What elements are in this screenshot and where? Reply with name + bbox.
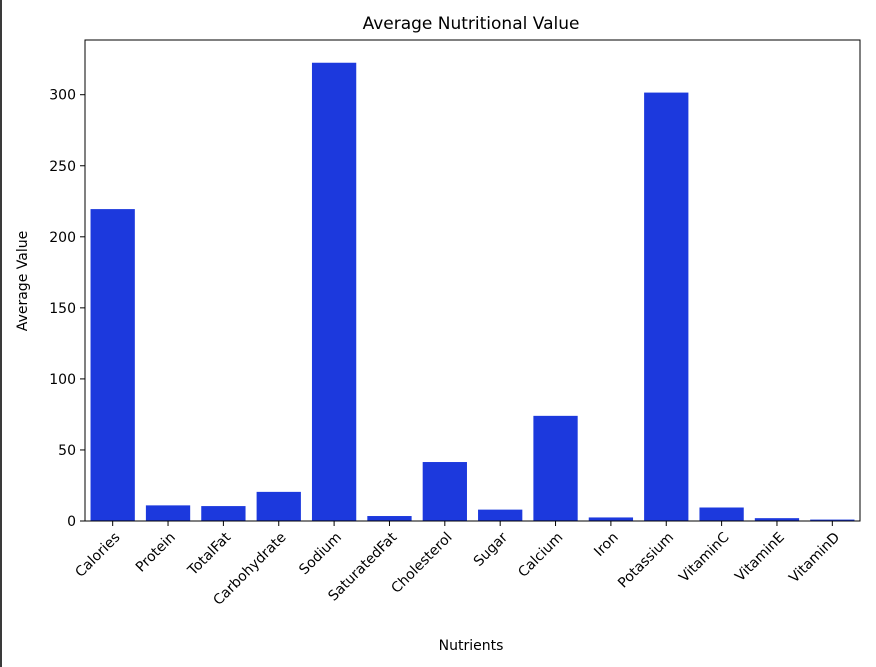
x-tick-label-vitamind: VitaminD [786,530,843,587]
chart-title: Average Nutritional Value [363,14,580,34]
bar-carbohydrate [256,491,301,521]
bar-sugar [478,509,523,521]
bar-iron [588,517,634,521]
window-edge [0,0,2,667]
y-tick-label: 150 [49,301,76,317]
y-tick-label: 200 [49,230,76,246]
y-tick-label: 100 [49,372,76,388]
y-tick-label: 250 [49,159,76,175]
bar-potassium [644,92,689,521]
y-tick-label: 50 [58,443,76,459]
x-tick-label-sodium: Sodium [296,530,345,579]
bar-saturatedfat [367,516,412,521]
y-tick-label: 0 [67,514,76,530]
x-tick-label-vitaminc: VitaminC [676,529,732,585]
bar-calcium [533,415,578,521]
x-tick-label-protein: Protein [133,530,179,576]
x-axis-title: Nutrients [439,638,504,654]
x-tick-label-iron: Iron [591,530,621,560]
bar-sodium [311,62,357,522]
x-tick-label-vitamine: VitaminE [732,530,787,585]
bar-vitaminc [699,507,744,521]
x-tick-label-sugar: Sugar [471,529,511,569]
bar-calories [90,209,135,521]
bar-cholesterol [422,462,467,521]
bar-vitamind [810,519,855,521]
bar-protein [145,505,191,521]
plot-frame [84,39,861,522]
bar-totalfat [201,506,246,521]
y-axis-title: Average Value [15,231,31,331]
x-tick-label-calcium: Calcium [515,530,566,581]
plot-area: 0 50 100 150 200 250 300 Calories Protein TotalFa… [49,39,861,609]
y-tick-label: 300 [49,88,76,104]
x-tick-label-calories: Calories [72,530,123,581]
x-tick-label-potassium: Potassium [615,530,677,592]
x-tick-label-totalfat: TotalFat [184,529,234,579]
bar-vitamine [754,518,800,521]
